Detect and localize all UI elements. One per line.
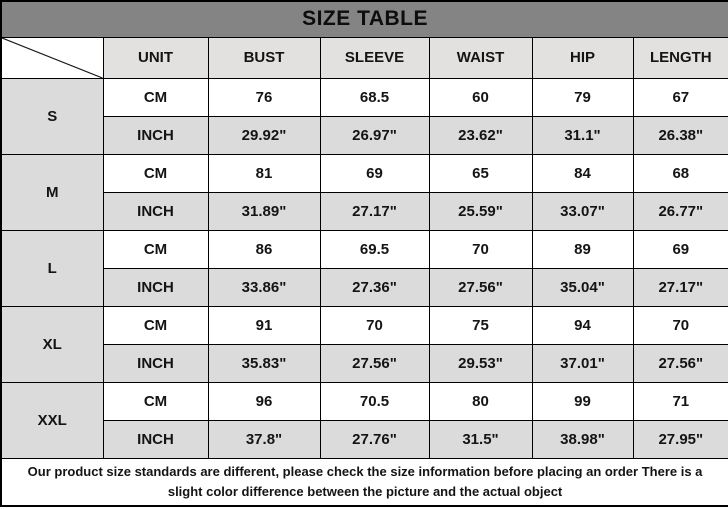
- unit-cell-cm: CM: [102, 77, 209, 117]
- unit-cell-inch: INCH: [102, 115, 209, 155]
- diagonal-line-icon: [2, 38, 103, 78]
- value-cell: 96: [207, 381, 321, 421]
- value-cell: 25.59": [428, 191, 533, 231]
- value-cell: 27.36": [319, 267, 430, 307]
- value-cell: 27.17": [319, 191, 430, 231]
- value-cell: 27.95": [632, 419, 728, 459]
- page-title: SIZE TABLE: [0, 0, 728, 38]
- diagonal-cell: [0, 36, 104, 79]
- value-cell: 86: [207, 229, 321, 269]
- value-cell: 35.83": [207, 343, 321, 383]
- unit-cell-cm: CM: [102, 153, 209, 193]
- value-cell: 33.86": [207, 267, 321, 307]
- size-cell-m: M: [0, 153, 104, 231]
- value-cell: 27.17": [632, 267, 728, 307]
- value-cell: 71: [632, 381, 728, 421]
- value-cell: 37.8": [207, 419, 321, 459]
- value-cell: 80: [428, 381, 533, 421]
- value-cell: 31.89": [207, 191, 321, 231]
- unit-cell-inch: INCH: [102, 267, 209, 307]
- value-cell: 27.56": [319, 343, 430, 383]
- value-cell: 68: [632, 153, 728, 193]
- value-cell: 70: [428, 229, 533, 269]
- value-cell: 23.62": [428, 115, 533, 155]
- value-cell: 70: [319, 305, 430, 345]
- value-cell: 69: [632, 229, 728, 269]
- unit-cell-inch: INCH: [102, 343, 209, 383]
- value-cell: 75: [428, 305, 533, 345]
- value-cell: 76: [207, 77, 321, 117]
- size-cell-l: L: [0, 229, 104, 307]
- value-cell: 69.5: [319, 229, 430, 269]
- value-cell: 69: [319, 153, 430, 193]
- value-cell: 91: [207, 305, 321, 345]
- value-cell: 26.97": [319, 115, 430, 155]
- value-cell: 84: [531, 153, 634, 193]
- size-cell-xxl: XXL: [0, 381, 104, 459]
- value-cell: 70: [632, 305, 728, 345]
- value-cell: 99: [531, 381, 634, 421]
- value-cell: 31.5": [428, 419, 533, 459]
- value-cell: 70.5: [319, 381, 430, 421]
- header-cell-sleeve: SLEEVE: [319, 36, 430, 79]
- value-cell: 89: [531, 229, 634, 269]
- value-cell: 94: [531, 305, 634, 345]
- value-cell: 27.56": [428, 267, 533, 307]
- value-cell: 26.77": [632, 191, 728, 231]
- unit-cell-inch: INCH: [102, 191, 209, 231]
- value-cell: 27.76": [319, 419, 430, 459]
- value-cell: 26.38": [632, 115, 728, 155]
- value-cell: 79: [531, 77, 634, 117]
- value-cell: 27.56": [632, 343, 728, 383]
- header-cell-waist: WAIST: [428, 36, 533, 79]
- value-cell: 33.07": [531, 191, 634, 231]
- unit-cell-inch: INCH: [102, 419, 209, 459]
- unit-cell-cm: CM: [102, 381, 209, 421]
- value-cell: 35.04": [531, 267, 634, 307]
- value-cell: 38.98": [531, 419, 634, 459]
- footer-note: Our product size standards are different…: [0, 457, 728, 507]
- value-cell: 60: [428, 77, 533, 117]
- unit-cell-cm: CM: [102, 229, 209, 269]
- header-cell-hip: HIP: [531, 36, 634, 79]
- unit-cell-cm: CM: [102, 305, 209, 345]
- value-cell: 67: [632, 77, 728, 117]
- value-cell: 81: [207, 153, 321, 193]
- header-cell-length: LENGTH: [632, 36, 728, 79]
- value-cell: 29.53": [428, 343, 533, 383]
- value-cell: 29.92": [207, 115, 321, 155]
- size-cell-xl: XL: [0, 305, 104, 383]
- value-cell: 31.1": [531, 115, 634, 155]
- value-cell: 65: [428, 153, 533, 193]
- header-cell-unit: UNIT: [102, 36, 209, 79]
- value-cell: 37.01": [531, 343, 634, 383]
- header-cell-bust: BUST: [207, 36, 321, 79]
- size-cell-s: S: [0, 77, 104, 155]
- value-cell: 68.5: [319, 77, 430, 117]
